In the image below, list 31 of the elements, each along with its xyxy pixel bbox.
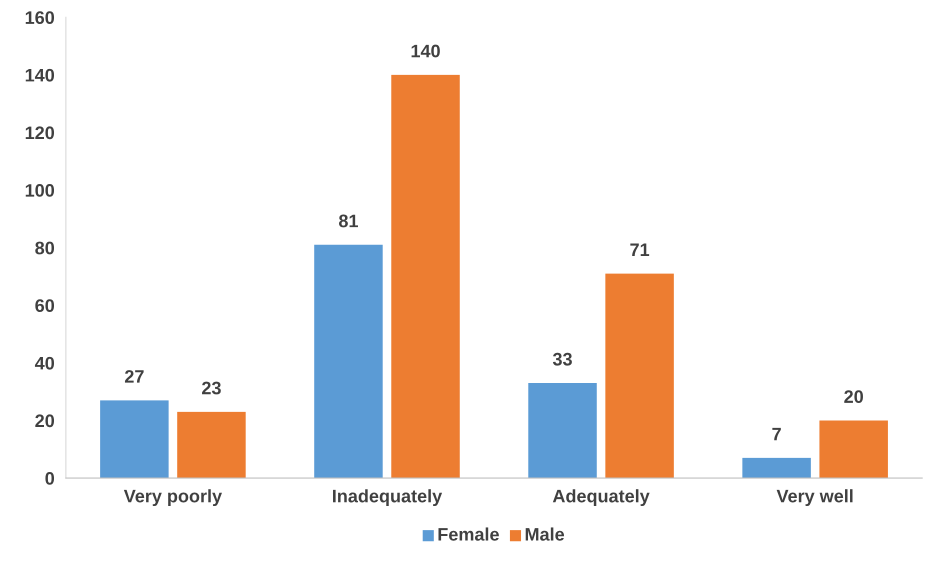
data-label: 71 — [630, 244, 650, 256]
x-tick-label: Very poorly — [124, 489, 222, 506]
legend-label: Female — [438, 527, 499, 541]
bar — [314, 244, 383, 478]
bar — [819, 420, 888, 478]
data-label: 81 — [338, 214, 358, 228]
bar — [177, 412, 246, 478]
bar — [100, 400, 169, 478]
y-tick-label: 160 — [26, 11, 54, 24]
data-label: 27 — [124, 370, 144, 383]
y-tick-label: 40 — [34, 356, 54, 370]
data-label: 23 — [202, 382, 221, 394]
bar — [391, 74, 460, 478]
y-tick-label: 100 — [26, 184, 54, 197]
bar — [528, 383, 597, 478]
data-label: 7 — [772, 428, 781, 440]
x-tick-label: Adequately — [552, 489, 650, 506]
y-tick-label: 60 — [35, 299, 54, 312]
y-tick-label: 140 — [26, 68, 54, 82]
data-label: 140 — [412, 44, 440, 58]
data-label: 20 — [844, 390, 863, 404]
legend-label: Male — [526, 527, 564, 541]
x-tick-label: Inadequately — [333, 489, 442, 506]
y-tick-label: 80 — [35, 242, 54, 254]
y-tick-label: 0 — [45, 472, 54, 485]
y-tick-label: 120 — [26, 126, 54, 140]
bar — [742, 458, 811, 478]
y-tick-label: 20 — [35, 414, 54, 428]
data-label: 33 — [552, 352, 572, 366]
bar — [605, 274, 674, 478]
x-tick-label: Very well — [776, 489, 853, 506]
